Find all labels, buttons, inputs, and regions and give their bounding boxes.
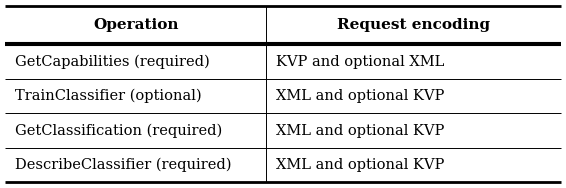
Text: XML and optional KVP: XML and optional KVP [276,89,445,103]
Text: KVP and optional XML: KVP and optional XML [276,55,445,69]
Text: GetClassification (required): GetClassification (required) [15,123,222,138]
Text: Operation: Operation [93,18,178,32]
Text: XML and optional KVP: XML and optional KVP [276,124,445,137]
Text: GetCapabilities (required): GetCapabilities (required) [15,55,210,69]
Text: DescribeClassifier (required): DescribeClassifier (required) [15,158,231,172]
Text: TrainClassifier (optional): TrainClassifier (optional) [15,89,201,103]
Text: Request encoding: Request encoding [337,18,490,32]
Text: XML and optional KVP: XML and optional KVP [276,158,445,172]
